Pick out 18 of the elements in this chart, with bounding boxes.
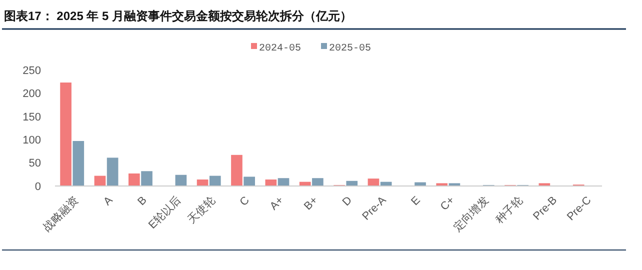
- y-tick-label: 150: [22, 111, 41, 124]
- legend-label: 2025-05: [329, 44, 372, 54]
- legend-label: 2024-05: [259, 44, 302, 54]
- x-tick-label: D: [340, 194, 354, 208]
- x-tick-label: 天使轮: [186, 194, 218, 226]
- y-tick-label: 50: [28, 158, 41, 170]
- x-tick-label: E: [409, 194, 423, 208]
- x-tick-label: A+: [268, 194, 286, 213]
- y-tick-label: 250: [22, 64, 41, 77]
- x-tick-label: 种子轮: [492, 194, 526, 226]
- x-tick-label: 战略融资: [41, 194, 81, 234]
- y-tick-label: 200: [22, 88, 41, 100]
- x-tick-label: B+: [302, 194, 320, 213]
- x-tick-label: A: [101, 194, 116, 208]
- y-tick-label: 100: [22, 134, 41, 146]
- y-tick-label: 0: [34, 180, 41, 193]
- x-tick-label: C: [238, 194, 252, 208]
- chart-title: 图表17： 2025 年 5 月融资事件交易金额按交易轮次拆分（亿元）: [4, 9, 352, 23]
